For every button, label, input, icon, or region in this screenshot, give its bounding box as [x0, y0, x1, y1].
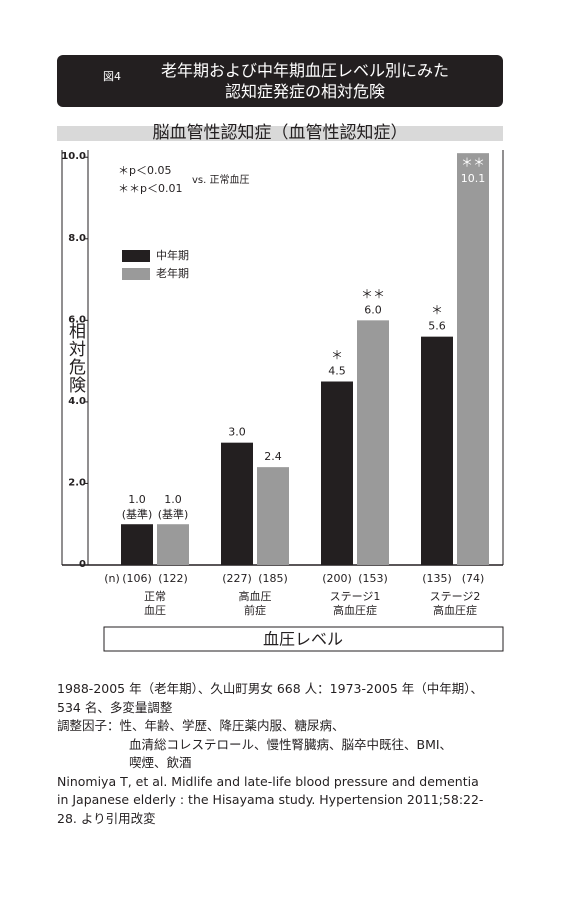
chart-title: 脳血管性認知症（血管性認知症） [153, 123, 408, 143]
value-label: 2.4 [264, 450, 282, 463]
n-header: (n) [104, 572, 120, 585]
note-line: 血清総コレステロール、慢性腎臓病、脳卒中既往、BMI、 [129, 736, 453, 752]
n-label: (227) [222, 572, 252, 585]
legend-swatch [122, 268, 150, 280]
value-label: 6.0 [364, 303, 382, 316]
header: 図4 老年期および中年期血圧レベル別にみた 認知症発症の相対危険 [57, 55, 503, 107]
n-label: (185) [258, 572, 288, 585]
notes: 1988-2005 年（老年期）、久山町男女 668 人：1973-2005 年… [57, 680, 517, 828]
n-label: (122) [158, 572, 188, 585]
value-label: 3.0 [228, 426, 246, 439]
sig-legend: ＊＊p＜0.01 [118, 182, 182, 195]
y-tick-label: 10.0 [61, 151, 86, 162]
sig-note: vs. 正常血圧 [192, 173, 250, 186]
x-tick-label: ステージ1 高血圧症 [329, 590, 381, 617]
y-tick-label: 6.0 [68, 314, 86, 325]
y-tick-label: 4.0 [68, 396, 86, 407]
y-axis-label: 相対危険 [65, 322, 86, 394]
sig-legend: ＊p＜0.05 [118, 164, 171, 177]
title-band [57, 126, 503, 141]
value-label: 5.6 [428, 320, 446, 333]
note-line: 534 名、多変量調整 [57, 699, 173, 715]
note-line: in Japanese elderly : the Hisayama study… [57, 792, 484, 807]
legend-label: 中年期 [156, 248, 189, 262]
y-tick-label: 8.0 [68, 233, 86, 244]
significance: ＊ [431, 303, 443, 317]
bar [357, 320, 389, 565]
bar [121, 524, 153, 565]
x-tick-label: ステージ2 高血圧症 [429, 590, 481, 617]
n-label: (200) [322, 572, 352, 585]
x-tick-label: 正常 血圧 [144, 590, 166, 617]
figure-title: 老年期および中年期血圧レベル別にみた 認知症発症の相対危険 [160, 61, 449, 101]
value-label: 10.1 [461, 172, 486, 185]
value-label: 4.5 [328, 365, 346, 378]
bar [221, 442, 253, 565]
bar [421, 336, 453, 565]
x-axis-label: 血圧レベル [263, 630, 343, 649]
value-label: 1.0 [164, 493, 182, 506]
y-tick-label: 0 [79, 559, 86, 570]
n-label: (106) [122, 572, 152, 585]
note-line: 1988-2005 年（老年期）、久山町男女 668 人：1973-2005 年… [57, 681, 484, 696]
note-line: Ninomiya T, et al. Midlife and late-life… [57, 773, 479, 789]
figure-label: 図4 [103, 70, 121, 83]
note-line: 喫煙、飲酒 [129, 755, 192, 770]
value-label: 1.0 [128, 493, 146, 506]
bar [321, 381, 353, 565]
significance: ＊＊ [461, 156, 485, 170]
legend-label: 老年期 [156, 266, 189, 280]
y-tick-label: 2.0 [68, 477, 86, 488]
x-label-box [103, 626, 504, 652]
bar [157, 524, 189, 565]
significance: ＊ [331, 348, 343, 362]
note-line: 28. より引用改変 [57, 810, 156, 826]
n-label: (153) [358, 572, 388, 585]
reference-label: (基準) [158, 507, 189, 521]
note-line: 調整因子：性、年齢、学歴、降圧薬内服、糖尿病、 [57, 718, 345, 733]
x-tick-label: 高血圧 前症 [238, 590, 272, 617]
n-label: (135) [422, 572, 452, 585]
reference-label: (基準) [122, 507, 153, 521]
bar [257, 467, 289, 565]
n-label: (74) [462, 572, 485, 585]
bar [457, 153, 489, 565]
significance: ＊＊ [361, 287, 385, 301]
legend-swatch [122, 250, 150, 262]
